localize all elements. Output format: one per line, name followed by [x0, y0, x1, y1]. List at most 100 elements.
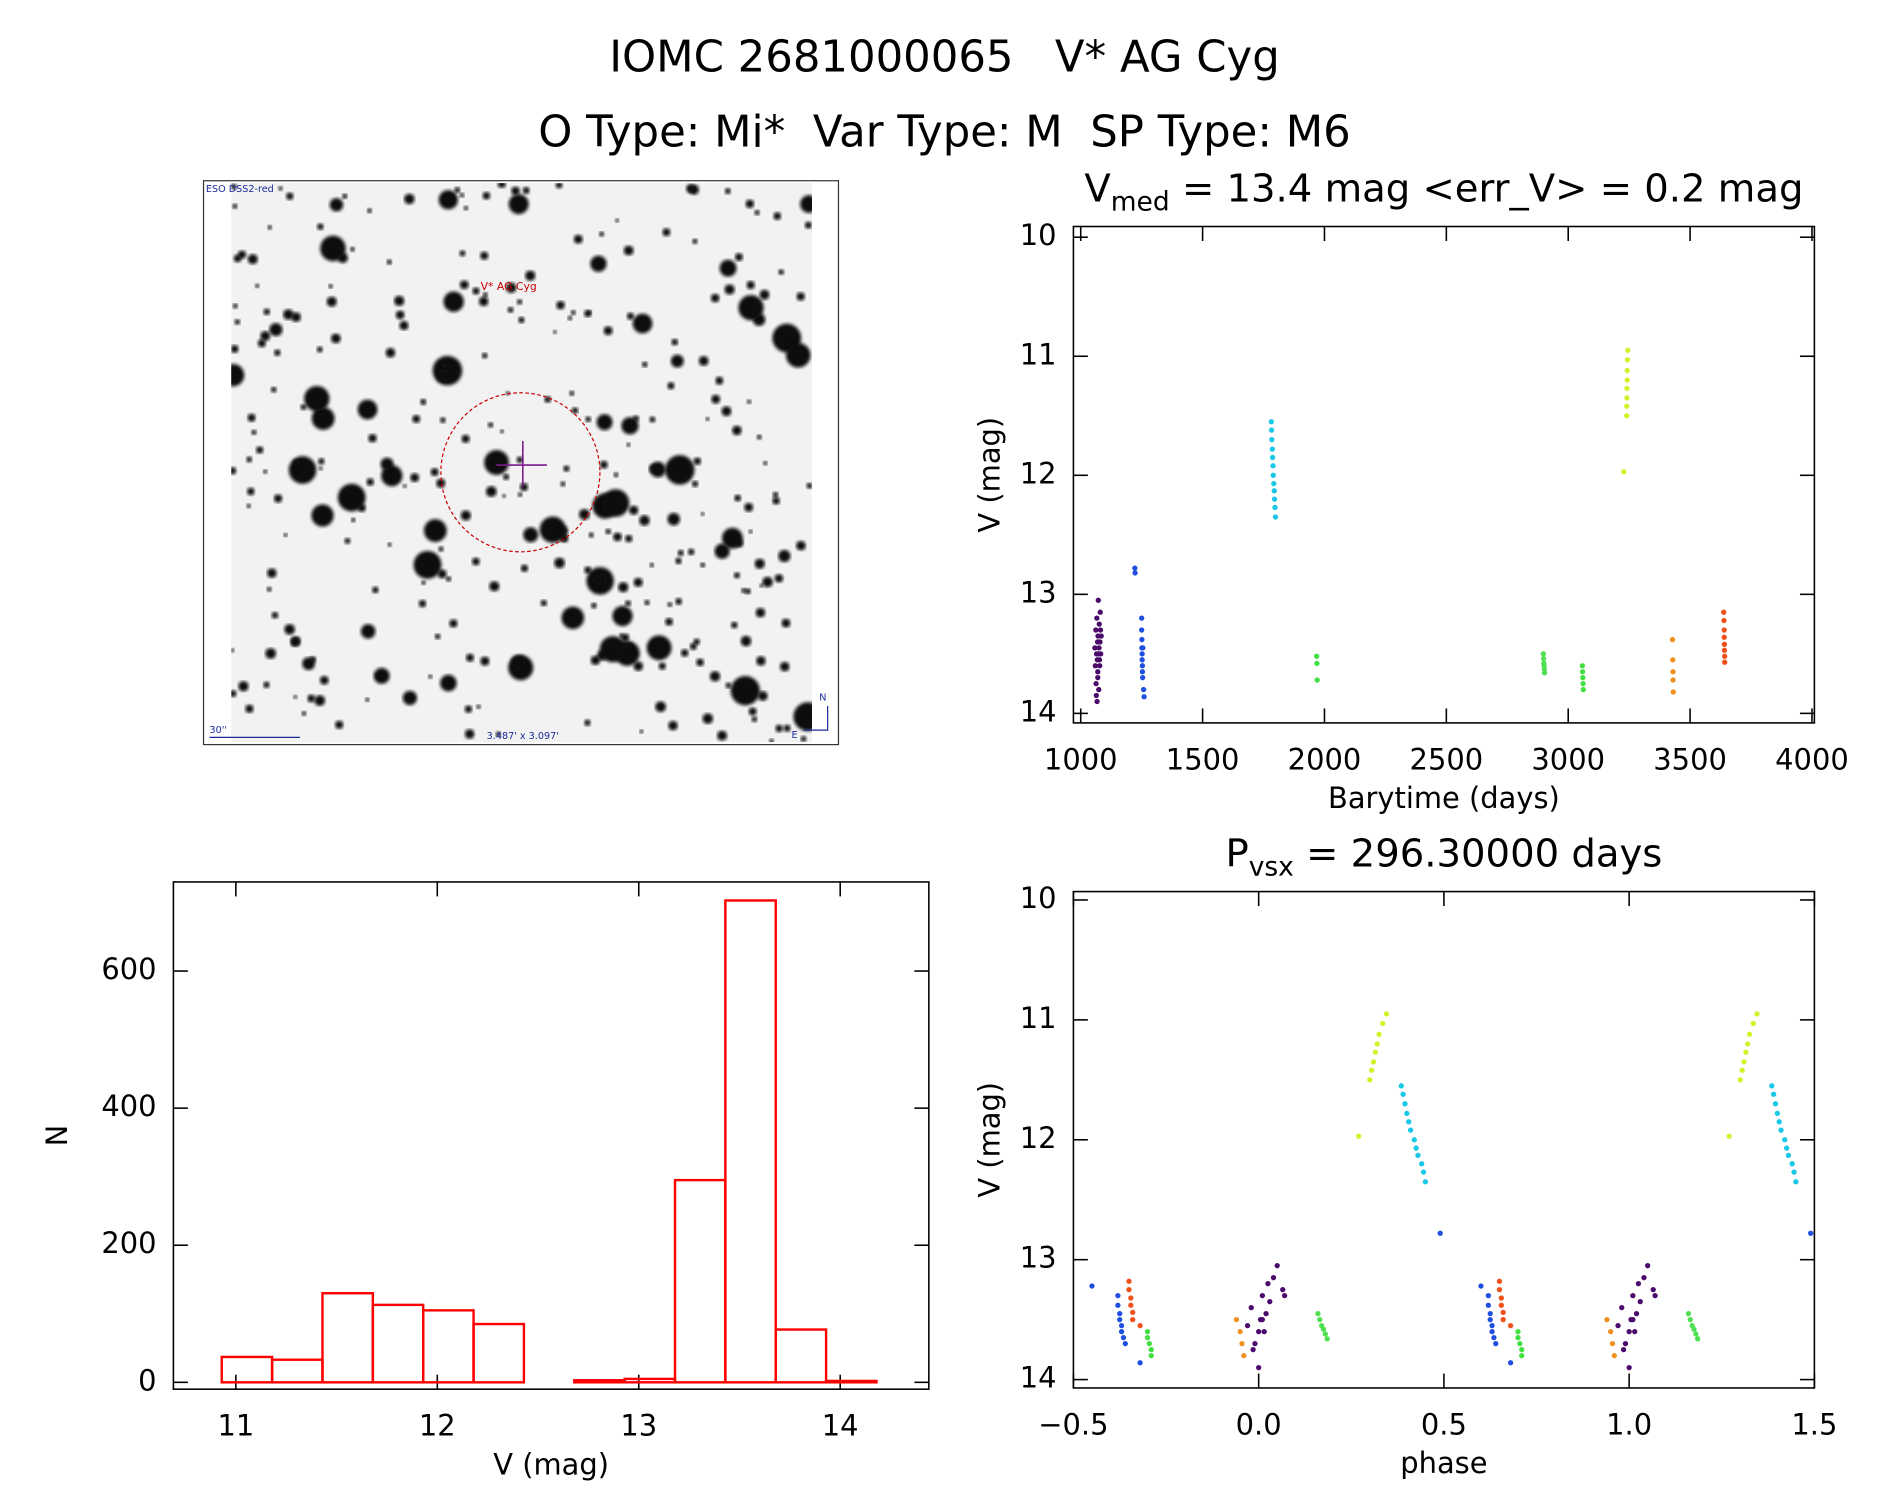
point — [1140, 645, 1146, 651]
star — [730, 621, 738, 629]
star — [517, 492, 523, 498]
point — [1398, 1083, 1404, 1089]
point — [1095, 675, 1101, 681]
point — [1144, 1334, 1151, 1341]
star — [497, 183, 507, 188]
star — [700, 511, 705, 516]
point — [1097, 627, 1104, 633]
point — [1579, 669, 1586, 675]
point — [1633, 1310, 1640, 1317]
star — [520, 564, 529, 572]
page-title: IOMC 2681000065 V* AG Cyg — [609, 33, 1279, 83]
star — [711, 394, 721, 404]
star — [410, 473, 420, 483]
star — [539, 516, 566, 543]
star — [413, 550, 442, 579]
star — [585, 416, 592, 423]
star — [495, 731, 501, 737]
star — [489, 581, 500, 592]
point — [1139, 669, 1146, 675]
point — [1269, 436, 1275, 443]
star — [472, 287, 480, 295]
point — [1272, 514, 1279, 520]
star — [471, 557, 480, 566]
point — [1256, 1364, 1262, 1371]
x-tick-label: 2500 — [1410, 742, 1484, 776]
star — [318, 458, 325, 465]
point — [1261, 1328, 1267, 1335]
point — [1487, 1310, 1493, 1317]
star — [507, 306, 514, 313]
point — [1580, 680, 1586, 687]
star — [783, 724, 791, 732]
target-cross — [496, 440, 547, 487]
star — [800, 735, 807, 742]
point — [1419, 1161, 1425, 1167]
plot-frame — [1072, 225, 1816, 724]
star — [639, 729, 644, 734]
star — [436, 368, 451, 383]
point — [1625, 347, 1631, 353]
point — [1783, 1145, 1790, 1151]
image-field — [231, 183, 812, 743]
point — [1320, 1326, 1327, 1332]
x-axis-label: Barytime (days) — [1328, 781, 1560, 815]
point — [1314, 660, 1320, 667]
star — [724, 284, 735, 295]
star — [588, 532, 594, 538]
point — [1407, 1127, 1414, 1133]
star — [366, 478, 374, 486]
star — [646, 635, 672, 661]
point — [1498, 1302, 1504, 1308]
star — [717, 730, 728, 741]
star — [317, 223, 324, 230]
star — [394, 295, 405, 306]
star — [420, 398, 427, 406]
y-tick-label: 200 — [101, 1226, 156, 1260]
point — [1117, 1310, 1123, 1317]
star — [668, 720, 678, 731]
star — [567, 315, 573, 321]
star — [741, 588, 747, 594]
x-tick-label: 14 — [822, 1409, 859, 1443]
point — [1721, 641, 1728, 647]
point — [1685, 1310, 1692, 1317]
point — [1722, 659, 1728, 665]
star — [399, 320, 409, 331]
star — [649, 562, 655, 568]
point — [1137, 1322, 1143, 1329]
point — [1096, 621, 1102, 627]
point — [1487, 1316, 1493, 1323]
x-tick-label: −0.5 — [1038, 1408, 1108, 1442]
y-tick-label: 10 — [1020, 881, 1057, 915]
point — [1239, 1340, 1245, 1347]
star — [402, 484, 407, 488]
star — [330, 333, 341, 344]
point — [1141, 694, 1147, 700]
point — [1126, 1278, 1132, 1284]
y-tick-label: 400 — [101, 1089, 156, 1123]
target-circle — [440, 392, 601, 553]
point — [1272, 504, 1278, 511]
point — [1721, 647, 1728, 653]
star — [633, 661, 644, 671]
point — [1252, 1340, 1258, 1347]
star — [344, 537, 351, 544]
point — [1721, 617, 1727, 624]
point — [1507, 1322, 1514, 1329]
star — [748, 529, 753, 534]
star — [480, 656, 490, 666]
image-scale: 30'' — [210, 725, 228, 736]
point — [1315, 1310, 1321, 1317]
point — [1778, 1127, 1784, 1133]
y-tick-label: 11 — [1020, 337, 1057, 371]
point — [1139, 615, 1145, 621]
star — [658, 662, 666, 670]
point — [1270, 472, 1276, 478]
star — [571, 407, 579, 414]
star — [591, 602, 597, 609]
point — [1248, 1304, 1254, 1311]
star — [367, 208, 372, 214]
star — [691, 480, 699, 488]
x-tick-label: 2000 — [1288, 742, 1362, 776]
